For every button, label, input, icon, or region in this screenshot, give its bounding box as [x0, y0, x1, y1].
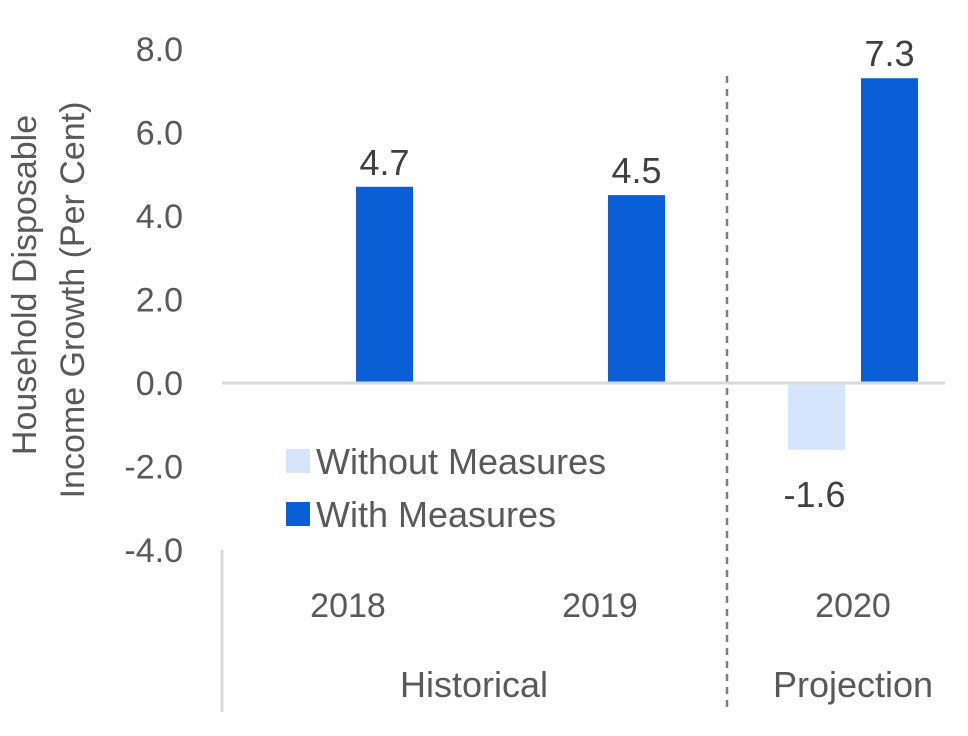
y-tick-label: 6.0	[136, 115, 183, 153]
category-label: 2020	[815, 587, 891, 625]
category-label: 2019	[562, 587, 638, 625]
y-tick-label: 8.0	[136, 31, 183, 69]
legend-label-with-measures: With Measures	[316, 494, 556, 535]
y-axis-title-line-1: Household Disposable	[6, 115, 44, 455]
legend: Without Measures With Measures	[286, 441, 606, 535]
y-axis-title-line-2: Income Growth (Per Cent)	[54, 102, 92, 499]
legend-label-without-measures: Without Measures	[316, 441, 606, 482]
data-label: 4.7	[359, 142, 409, 183]
y-tick-label: 2.0	[136, 282, 183, 320]
bar-with-measures-2020	[861, 78, 918, 383]
group-label: Historical	[400, 664, 548, 705]
bar-with-measures-2018	[356, 186, 413, 383]
data-label: 7.3	[864, 33, 914, 74]
group-separators	[220, 76, 729, 712]
y-axis-title: Household Disposable Income Growth (Per …	[6, 102, 92, 499]
y-tick-label: 0.0	[136, 365, 183, 403]
data-label: 4.5	[611, 150, 661, 191]
category-labels: 2018 2019 2020	[310, 587, 891, 625]
group-label: Projection	[773, 664, 933, 705]
legend-swatch-without-measures	[286, 449, 310, 473]
bar-with-measures-2019	[608, 195, 665, 383]
bar-without-measures-2020	[788, 383, 845, 450]
legend-swatch-with-measures	[286, 502, 310, 526]
y-tick-label: -2.0	[124, 449, 183, 487]
y-axis-ticks: 8.0 6.0 4.0 2.0 0.0 -2.0 -4.0	[124, 31, 183, 570]
y-tick-label: 4.0	[136, 198, 183, 236]
bars	[356, 78, 918, 450]
data-label: -1.6	[783, 474, 845, 515]
y-tick-label: -4.0	[124, 532, 183, 570]
data-labels: -1.6 4.7 4.5 7.3	[359, 33, 914, 515]
group-labels: Historical Projection	[400, 664, 933, 705]
category-label: 2018	[310, 587, 386, 625]
